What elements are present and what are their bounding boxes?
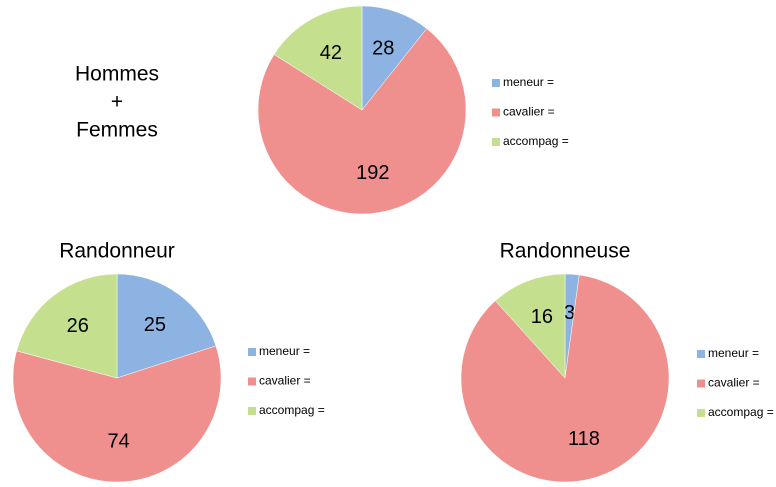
data-label: 74 xyxy=(107,431,129,453)
pie-slice xyxy=(460,274,670,483)
pie-slice xyxy=(16,273,118,379)
legend-label: accompag = xyxy=(259,403,325,417)
legend-label: cavalier = xyxy=(708,376,760,390)
data-label: 118 xyxy=(568,428,600,450)
data-label: 25 xyxy=(144,314,166,336)
pie-slice xyxy=(273,5,363,111)
legend-swatch xyxy=(697,350,705,358)
legend-label: accompag = xyxy=(503,134,569,148)
data-label: 3 xyxy=(564,302,575,324)
pie-slice xyxy=(257,28,467,215)
pie-slice xyxy=(116,273,217,379)
data-label: 16 xyxy=(531,306,553,328)
pie-slice xyxy=(12,345,222,483)
chart-title: Randonneuse xyxy=(500,240,631,263)
legend-label: meneur = xyxy=(708,346,759,360)
legend-label: meneur = xyxy=(503,75,554,89)
legend-swatch xyxy=(492,138,500,146)
legend-swatch xyxy=(248,348,256,356)
pie-slice xyxy=(361,5,428,111)
chart-title: Randonneur xyxy=(59,240,175,263)
data-label: 42 xyxy=(320,42,342,64)
data-label: 28 xyxy=(372,37,394,59)
legend-swatch xyxy=(248,377,256,386)
legend-swatch xyxy=(697,409,705,417)
legend-swatch xyxy=(697,379,705,388)
legend-swatch xyxy=(492,79,500,87)
chart-title: Hommes xyxy=(75,63,159,86)
legend-label: cavalier = xyxy=(503,105,555,119)
legend-label: meneur = xyxy=(259,344,310,358)
data-label: 26 xyxy=(67,315,89,337)
data-label: 192 xyxy=(356,162,389,184)
legend-swatch xyxy=(492,108,500,117)
chart-title: + xyxy=(111,91,123,114)
chart-title: Femmes xyxy=(76,119,158,142)
legend-label: accompag = xyxy=(708,405,774,419)
pie-slice xyxy=(494,273,566,379)
legend-swatch xyxy=(248,407,256,415)
legend-label: cavalier = xyxy=(259,374,311,388)
